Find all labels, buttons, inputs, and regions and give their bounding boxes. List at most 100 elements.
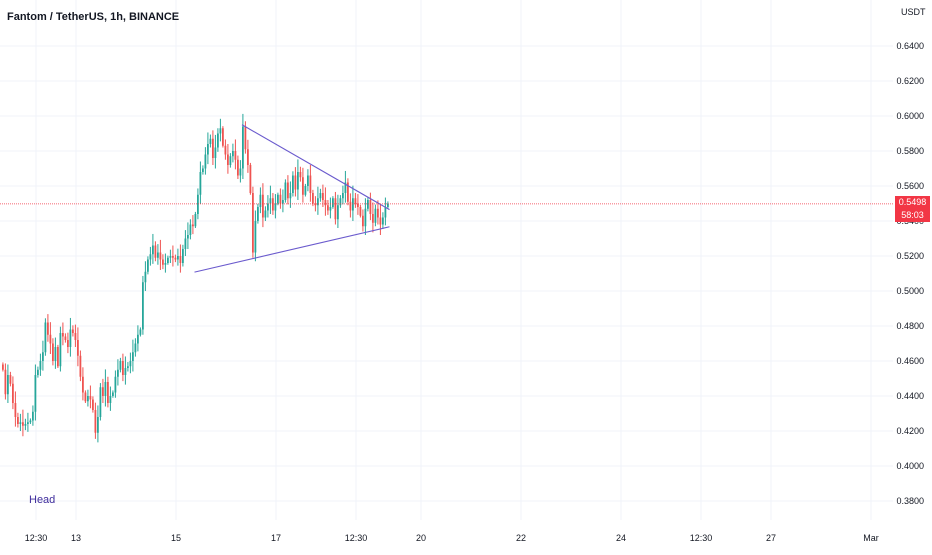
x-tick-label: 24: [616, 533, 626, 543]
candle-body: [7, 375, 9, 395]
y-tick-label: 0.5200: [896, 251, 924, 261]
candle-body: [367, 200, 369, 209]
candle-body: [29, 420, 32, 423]
upper-trendline[interactable]: [241, 124, 390, 211]
candle-body: [212, 138, 214, 158]
candle-body: [109, 396, 112, 403]
candle-body: [149, 254, 152, 260]
candle-body: [337, 205, 339, 220]
candle-body: [302, 177, 304, 195]
x-tick-label: 17: [271, 533, 281, 543]
candle-body: [102, 387, 104, 396]
candle-body: [197, 194, 199, 214]
candle-body: [229, 156, 232, 165]
candle-body: [27, 422, 29, 424]
candle-body: [169, 256, 172, 258]
candle-body: [329, 207, 332, 211]
candle-body: [99, 387, 102, 417]
candle-body: [207, 144, 209, 155]
candle-body: [84, 392, 87, 402]
x-tick-label: 12:30: [345, 533, 368, 543]
candle-body: [34, 375, 37, 412]
candle-body: [254, 221, 257, 253]
y-tick-label: 0.4200: [896, 426, 924, 436]
candle-body: [339, 198, 342, 206]
candle-body: [87, 396, 89, 402]
x-tick-label: 12:30: [690, 533, 713, 543]
candle-body: [374, 208, 377, 223]
candle-body: [307, 175, 309, 186]
candle-body: [124, 368, 127, 375]
candle-body: [269, 198, 272, 204]
candle-body: [242, 126, 244, 169]
candle-body: [357, 203, 359, 207]
lower-trendline[interactable]: [194, 226, 390, 273]
candle-body: [157, 252, 159, 258]
candle-body: [167, 257, 169, 263]
x-tick-label: Mar: [863, 533, 879, 543]
candle-body: [312, 193, 314, 204]
candle-body: [159, 252, 162, 260]
candle-body: [44, 322, 47, 353]
candle-body: [9, 375, 12, 384]
candle-body: [42, 352, 44, 361]
candle-body: [247, 149, 249, 165]
candle-body: [177, 256, 179, 260]
candle-body: [184, 238, 187, 249]
candle-body: [324, 200, 327, 206]
candle-body: [89, 396, 92, 400]
candle-body: [359, 207, 362, 216]
candle-body: [182, 249, 184, 263]
candle-body: [354, 198, 357, 204]
candle-body: [327, 205, 329, 211]
candle-body: [179, 256, 182, 263]
candle-body: [297, 172, 299, 190]
candle-body: [32, 411, 34, 421]
candle-body: [154, 245, 157, 258]
candle-body: [299, 172, 302, 178]
candle-body: [287, 182, 289, 199]
candle-body: [129, 361, 132, 367]
candle-body: [344, 182, 347, 193]
candle-body: [279, 194, 282, 204]
candle-body: [74, 333, 77, 340]
candle-body: [52, 343, 54, 361]
candle-body: [257, 207, 259, 221]
candle-body: [272, 198, 274, 211]
candle-body: [384, 207, 387, 218]
candle-body: [292, 175, 294, 193]
candle-body: [112, 392, 114, 396]
candle-body: [139, 329, 142, 335]
y-tick-label: 0.5800: [896, 146, 924, 156]
candle-body: [334, 198, 337, 220]
candle-body: [57, 347, 59, 367]
candle-body: [122, 361, 124, 375]
candle-body: [17, 417, 19, 424]
candle-body: [192, 224, 194, 227]
candle-body: [264, 210, 267, 218]
candle-body: [244, 126, 247, 150]
candle-body: [97, 417, 99, 433]
candle-countdown-badge: 58:03: [895, 209, 930, 222]
y-tick-label: 0.6400: [896, 41, 924, 51]
candle-body: [164, 263, 167, 265]
candle-body: [107, 382, 109, 403]
candle-body: [309, 175, 312, 193]
y-tick-label: 0.5000: [896, 286, 924, 296]
y-tick-label: 0.5600: [896, 181, 924, 191]
symbol-title: Fantom / TetherUS, 1h, BINANCE: [7, 11, 180, 23]
x-tick-label: 20: [416, 533, 426, 543]
candle-body: [147, 259, 149, 272]
candle-body: [322, 193, 324, 200]
x-tick-label: 12:30: [25, 533, 48, 543]
candle-body: [127, 366, 129, 368]
candle-body: [12, 383, 14, 403]
candle-body: [104, 382, 107, 396]
candle-body: [142, 282, 144, 330]
candle-body: [224, 145, 227, 155]
candle-body: [49, 334, 52, 344]
candle-body: [174, 257, 177, 260]
x-tick-label: 27: [766, 533, 776, 543]
